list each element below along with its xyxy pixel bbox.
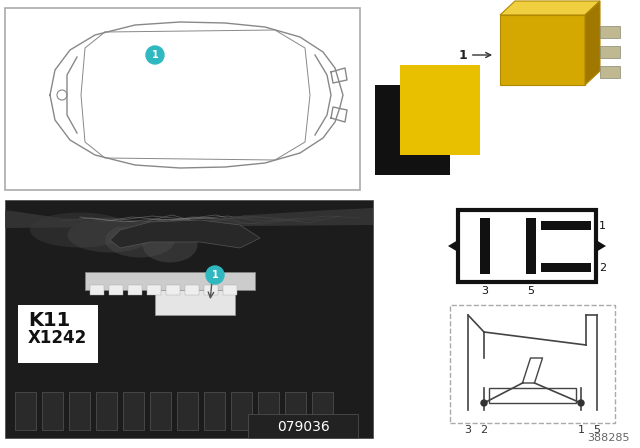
Bar: [480, 218, 490, 274]
Text: 1: 1: [458, 48, 491, 61]
Circle shape: [481, 400, 487, 406]
Polygon shape: [585, 1, 600, 85]
Circle shape: [206, 266, 224, 284]
Ellipse shape: [143, 228, 198, 263]
Text: 079036: 079036: [276, 420, 330, 434]
Bar: [312, 392, 333, 430]
Bar: [400, 65, 480, 155]
Circle shape: [146, 46, 164, 64]
Text: 388285: 388285: [588, 433, 630, 443]
Text: 3: 3: [465, 425, 472, 435]
Bar: [5, 8, 360, 190]
Ellipse shape: [67, 217, 152, 253]
Bar: [5, 200, 373, 438]
Bar: [541, 221, 591, 230]
Bar: [285, 392, 306, 430]
Bar: [450, 305, 615, 423]
Text: 5: 5: [527, 286, 534, 296]
Bar: [231, 392, 252, 430]
Text: 2: 2: [481, 425, 488, 435]
Text: K11: K11: [28, 310, 70, 329]
Bar: [42, 392, 63, 430]
Bar: [109, 285, 123, 295]
Ellipse shape: [105, 223, 175, 258]
Bar: [177, 392, 198, 430]
Text: 1: 1: [577, 425, 584, 435]
Bar: [85, 272, 255, 290]
Bar: [223, 285, 237, 295]
Bar: [185, 285, 199, 295]
Polygon shape: [596, 240, 606, 252]
Bar: [166, 285, 180, 295]
Circle shape: [578, 400, 584, 406]
Bar: [90, 285, 104, 295]
Bar: [155, 290, 235, 315]
Bar: [489, 388, 576, 403]
Bar: [69, 392, 90, 430]
Circle shape: [577, 412, 584, 418]
Bar: [500, 15, 585, 85]
Polygon shape: [110, 220, 260, 248]
Bar: [600, 26, 620, 38]
Text: X1242: X1242: [28, 329, 87, 347]
Bar: [15, 392, 36, 430]
Circle shape: [593, 412, 600, 418]
Circle shape: [465, 412, 472, 418]
Bar: [600, 66, 620, 78]
Polygon shape: [448, 240, 458, 252]
Ellipse shape: [30, 212, 130, 247]
Bar: [18, 305, 98, 363]
Circle shape: [481, 412, 488, 418]
Text: 5: 5: [593, 425, 600, 435]
Bar: [258, 392, 279, 430]
Text: 1: 1: [599, 221, 606, 231]
Bar: [458, 210, 596, 282]
Polygon shape: [5, 208, 373, 228]
Text: 2: 2: [599, 263, 606, 273]
Polygon shape: [500, 1, 600, 15]
Text: 3: 3: [481, 286, 488, 296]
Bar: [150, 392, 171, 430]
Bar: [526, 218, 536, 274]
Text: 1: 1: [152, 50, 158, 60]
Bar: [204, 392, 225, 430]
Text: 1: 1: [212, 270, 218, 280]
Bar: [128, 285, 142, 295]
Bar: [375, 85, 450, 175]
Bar: [123, 392, 144, 430]
Bar: [541, 263, 591, 272]
Bar: [204, 285, 218, 295]
Bar: [248, 414, 358, 438]
Bar: [96, 392, 117, 430]
Bar: [147, 285, 161, 295]
Bar: [600, 46, 620, 58]
